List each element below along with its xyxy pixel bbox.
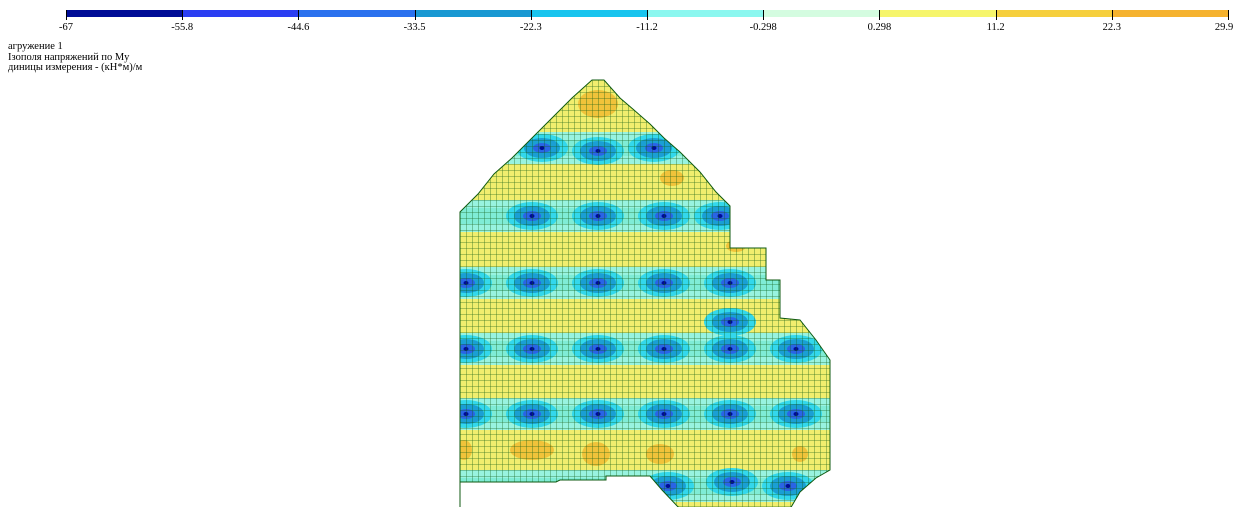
scale-color-band (995, 10, 1113, 17)
scale-color-band (763, 10, 880, 17)
scale-tick (415, 10, 416, 20)
result-info: агружение 1 Iзополя напряжений по My дин… (8, 41, 143, 74)
scale-tick-label: -22.3 (519, 22, 542, 33)
scale-tick-label: -11.2 (636, 22, 658, 33)
scale-tick (531, 10, 532, 20)
scale-color-band (66, 10, 183, 17)
scale-tick-label: 29.9 (1214, 22, 1234, 33)
scale-tick (1112, 10, 1113, 20)
scale-tick-label: -44.6 (287, 22, 310, 33)
scale-color-band (530, 10, 648, 17)
fe-mesh-grid (460, 80, 830, 507)
scale-tick-label: 11.2 (986, 22, 1005, 33)
scale-tick-label: -33.5 (403, 22, 426, 33)
load-case-label: агружение 1 (8, 41, 63, 52)
scale-tick (66, 10, 67, 20)
scale-tick (996, 10, 997, 20)
slab-outline (459, 79, 831, 507)
scale-tick-label: -67 (59, 22, 73, 33)
slab-contour-field (460, 80, 830, 507)
scale-color-band (414, 10, 532, 17)
scale-color-band (298, 10, 416, 17)
scale-color-band (1111, 10, 1229, 17)
scale-tick (647, 10, 648, 20)
scale-tick-label: 22.3 (1102, 22, 1121, 33)
scale-tick (1228, 10, 1229, 20)
scale-tick-label: -55.8 (171, 22, 194, 33)
scale-tick (182, 10, 183, 20)
scale-tick (879, 10, 880, 20)
scale-tick (298, 10, 299, 20)
scale-color-band (879, 10, 997, 17)
units-label: диницы измерения - (кН*м)/м (8, 62, 143, 73)
scale-tick-label: 0.298 (867, 22, 892, 33)
scale-color-band (182, 10, 299, 17)
result-type-label: Iзополя напряжений по My (8, 51, 130, 63)
color-scale-legend: -67 -55.8 -44.6 -33.5 -22.3 -11.2 -0.298 0.298 1… (0, 0, 1238, 40)
scale-tick (763, 10, 764, 20)
scale-color-band (647, 10, 764, 17)
scale-tick-label: -0.298 (749, 22, 777, 33)
